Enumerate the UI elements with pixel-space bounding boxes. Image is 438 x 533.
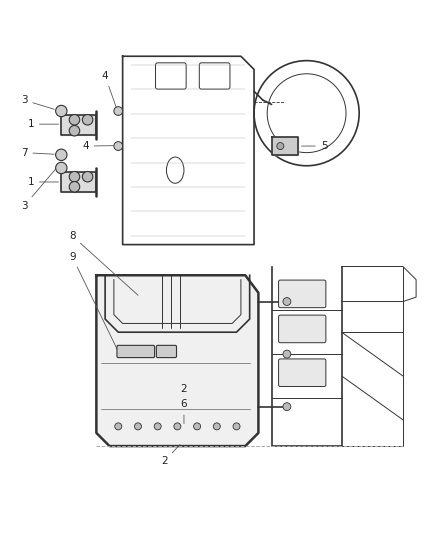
Text: 7: 7 [21, 148, 54, 158]
Circle shape [82, 172, 93, 182]
Text: 8: 8 [69, 231, 138, 295]
Text: 4: 4 [102, 71, 117, 108]
Text: 2: 2 [180, 384, 187, 394]
Text: 1: 1 [27, 119, 59, 129]
Circle shape [194, 423, 201, 430]
Polygon shape [61, 115, 96, 135]
FancyBboxPatch shape [156, 345, 177, 358]
Text: 3: 3 [21, 95, 54, 109]
FancyBboxPatch shape [279, 280, 326, 308]
Circle shape [69, 125, 80, 136]
Circle shape [115, 423, 122, 430]
Circle shape [82, 115, 93, 125]
Polygon shape [61, 172, 96, 192]
Circle shape [114, 107, 123, 115]
Circle shape [56, 162, 67, 174]
Text: 9: 9 [69, 252, 117, 349]
Text: 3: 3 [21, 169, 55, 211]
Circle shape [134, 423, 141, 430]
Circle shape [114, 142, 123, 150]
Text: 5: 5 [301, 141, 328, 151]
Circle shape [154, 423, 161, 430]
Circle shape [233, 423, 240, 430]
Text: 2: 2 [161, 445, 180, 466]
Circle shape [174, 423, 181, 430]
Text: 1: 1 [27, 177, 59, 187]
Circle shape [277, 142, 284, 150]
Text: 6: 6 [180, 399, 187, 424]
FancyBboxPatch shape [117, 345, 155, 358]
Circle shape [69, 115, 80, 125]
Circle shape [69, 182, 80, 192]
Circle shape [283, 403, 291, 410]
Circle shape [283, 350, 291, 358]
Circle shape [56, 106, 67, 117]
Circle shape [283, 297, 291, 305]
FancyBboxPatch shape [279, 315, 326, 343]
Text: 4: 4 [82, 141, 113, 151]
Circle shape [56, 149, 67, 160]
FancyBboxPatch shape [279, 359, 326, 386]
Polygon shape [96, 275, 258, 446]
Polygon shape [272, 138, 298, 155]
Circle shape [69, 172, 80, 182]
Circle shape [213, 423, 220, 430]
